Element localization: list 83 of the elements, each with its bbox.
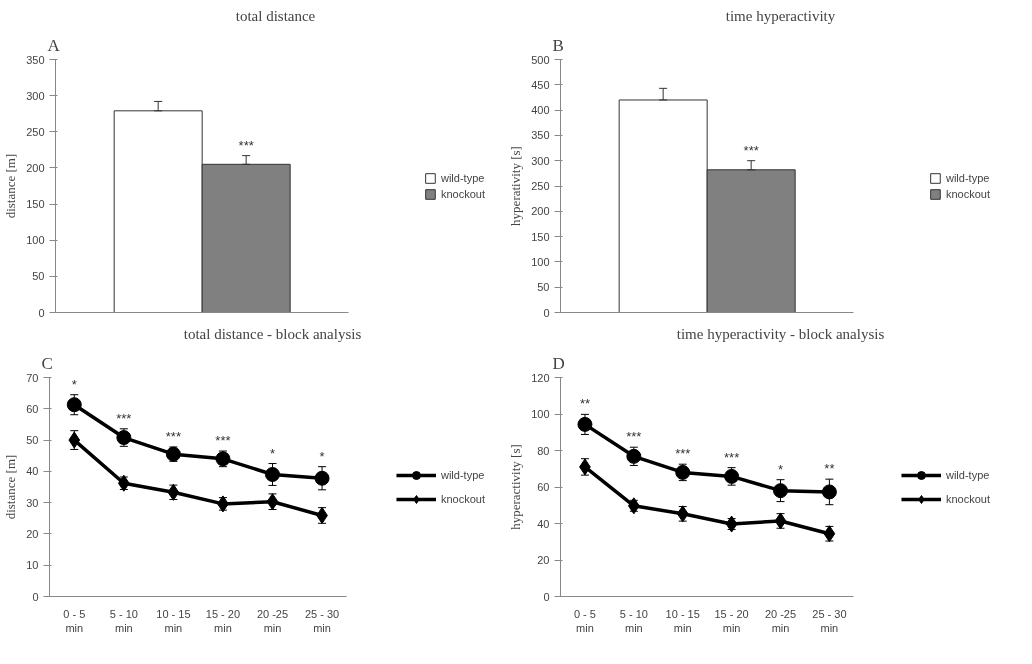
y-tick-label: 20 bbox=[537, 554, 550, 566]
x-tick-label: 0 - 5 min bbox=[573, 607, 596, 634]
y-tick-label: 0 bbox=[543, 306, 550, 319]
chart-title: time hyperactivity bbox=[725, 7, 836, 24]
annotation: *** bbox=[238, 137, 254, 153]
y-tick-label: 20 bbox=[26, 527, 39, 540]
point bbox=[821, 484, 837, 500]
x-tick-label: 25 - 30 min bbox=[812, 607, 847, 634]
annotation: *** bbox=[215, 433, 231, 449]
annotation: *** bbox=[743, 142, 759, 158]
text: D bbox=[552, 353, 565, 373]
y-tick-label: 100 bbox=[531, 408, 550, 420]
y-tick-label: 10 bbox=[26, 559, 39, 572]
y-tick-label: 60 bbox=[26, 402, 39, 415]
y-tick-label: 50 bbox=[32, 270, 45, 283]
x-tick-label: 0 - 5 min bbox=[63, 607, 86, 634]
text: A bbox=[47, 35, 61, 55]
y-tick-label: 150 bbox=[26, 198, 45, 211]
annotation: *** bbox=[724, 449, 740, 465]
annotation: ** bbox=[824, 461, 835, 477]
legend-label: wild-type bbox=[945, 171, 990, 184]
y-tick-label: 50 bbox=[537, 281, 550, 294]
y-tick-label: 350 bbox=[531, 129, 550, 142]
text: C bbox=[41, 353, 53, 373]
x-tick-label: 20 -25 min bbox=[256, 607, 289, 634]
y-tick-label: 0 bbox=[38, 306, 45, 319]
y-tick-label: 100 bbox=[531, 255, 550, 268]
y-tick-label: 150 bbox=[531, 230, 550, 243]
y-tick-label: 80 bbox=[537, 444, 550, 457]
point bbox=[773, 483, 788, 499]
y-tick-label: 350 bbox=[26, 53, 45, 66]
y-axis-title: hyperactivity [s] bbox=[508, 444, 524, 530]
y-tick-label: 300 bbox=[531, 154, 550, 167]
y-tick-label: 200 bbox=[26, 161, 45, 174]
annotation: * bbox=[319, 448, 325, 464]
chart-title: total distance - block analysis bbox=[183, 325, 362, 342]
text: B bbox=[552, 35, 564, 55]
y-tick-label: 70 bbox=[26, 371, 39, 384]
annotation: * bbox=[777, 461, 784, 477]
y-tick-label: 250 bbox=[26, 125, 45, 138]
y-tick-label: 500 bbox=[531, 53, 550, 66]
x-tick-label: 5 - 10 min bbox=[109, 607, 138, 634]
y-tick-label: 0 bbox=[543, 590, 550, 603]
y-tick-label: 30 bbox=[26, 496, 39, 509]
y-axis-title: hyperativity [s] bbox=[508, 146, 524, 226]
legend-label: knockout bbox=[945, 492, 990, 505]
annotation: *** bbox=[626, 429, 642, 445]
legend-label: wild-type bbox=[440, 468, 485, 481]
y-axis-title: distance [m] bbox=[3, 454, 19, 520]
y-tick-label: 450 bbox=[531, 78, 550, 91]
chart-title: total distance bbox=[235, 7, 316, 24]
annotation: *** bbox=[165, 428, 181, 444]
y-tick-label: 200 bbox=[531, 205, 550, 218]
y-tick-label: 40 bbox=[537, 517, 550, 530]
point bbox=[265, 467, 280, 482]
y-tick-label: 100 bbox=[26, 234, 45, 247]
x-tick-label: 25 - 30 min bbox=[304, 607, 340, 634]
annotation: * bbox=[269, 445, 276, 461]
y-tick-label: 120 bbox=[531, 371, 550, 384]
x-tick-label: 10 - 15 min bbox=[665, 607, 700, 634]
legend-label: knockout bbox=[945, 187, 990, 200]
chart-title: time hyperactivity - block analysis bbox=[676, 325, 885, 342]
y-tick-label: 400 bbox=[531, 104, 550, 117]
y-tick-label: 60 bbox=[537, 481, 550, 493]
legend-label: wild-type bbox=[440, 171, 485, 184]
annotation: *** bbox=[116, 410, 132, 426]
annotation: * bbox=[71, 376, 77, 392]
y-tick-label: 0 bbox=[32, 590, 39, 603]
y-tick-label: 300 bbox=[26, 89, 45, 102]
annotation: *** bbox=[675, 446, 691, 462]
annotation: ** bbox=[579, 396, 591, 412]
x-tick-label: 15 - 20 min bbox=[714, 607, 749, 634]
x-tick-label: 5 - 10 min bbox=[619, 607, 648, 634]
legend-label: knockout bbox=[440, 492, 485, 505]
y-axis-title: distance [m] bbox=[3, 153, 19, 219]
x-tick-label: 15 - 20 min bbox=[205, 607, 241, 634]
legend-label: knockout bbox=[440, 187, 485, 200]
y-tick-label: 40 bbox=[26, 465, 39, 478]
y-tick-label: 50 bbox=[26, 434, 39, 447]
x-tick-label: 20 -25 min bbox=[764, 607, 797, 634]
y-tick-label: 250 bbox=[531, 180, 550, 192]
x-tick-label: 10 - 15 min bbox=[156, 607, 191, 634]
legend-label: wild-type bbox=[945, 468, 990, 481]
